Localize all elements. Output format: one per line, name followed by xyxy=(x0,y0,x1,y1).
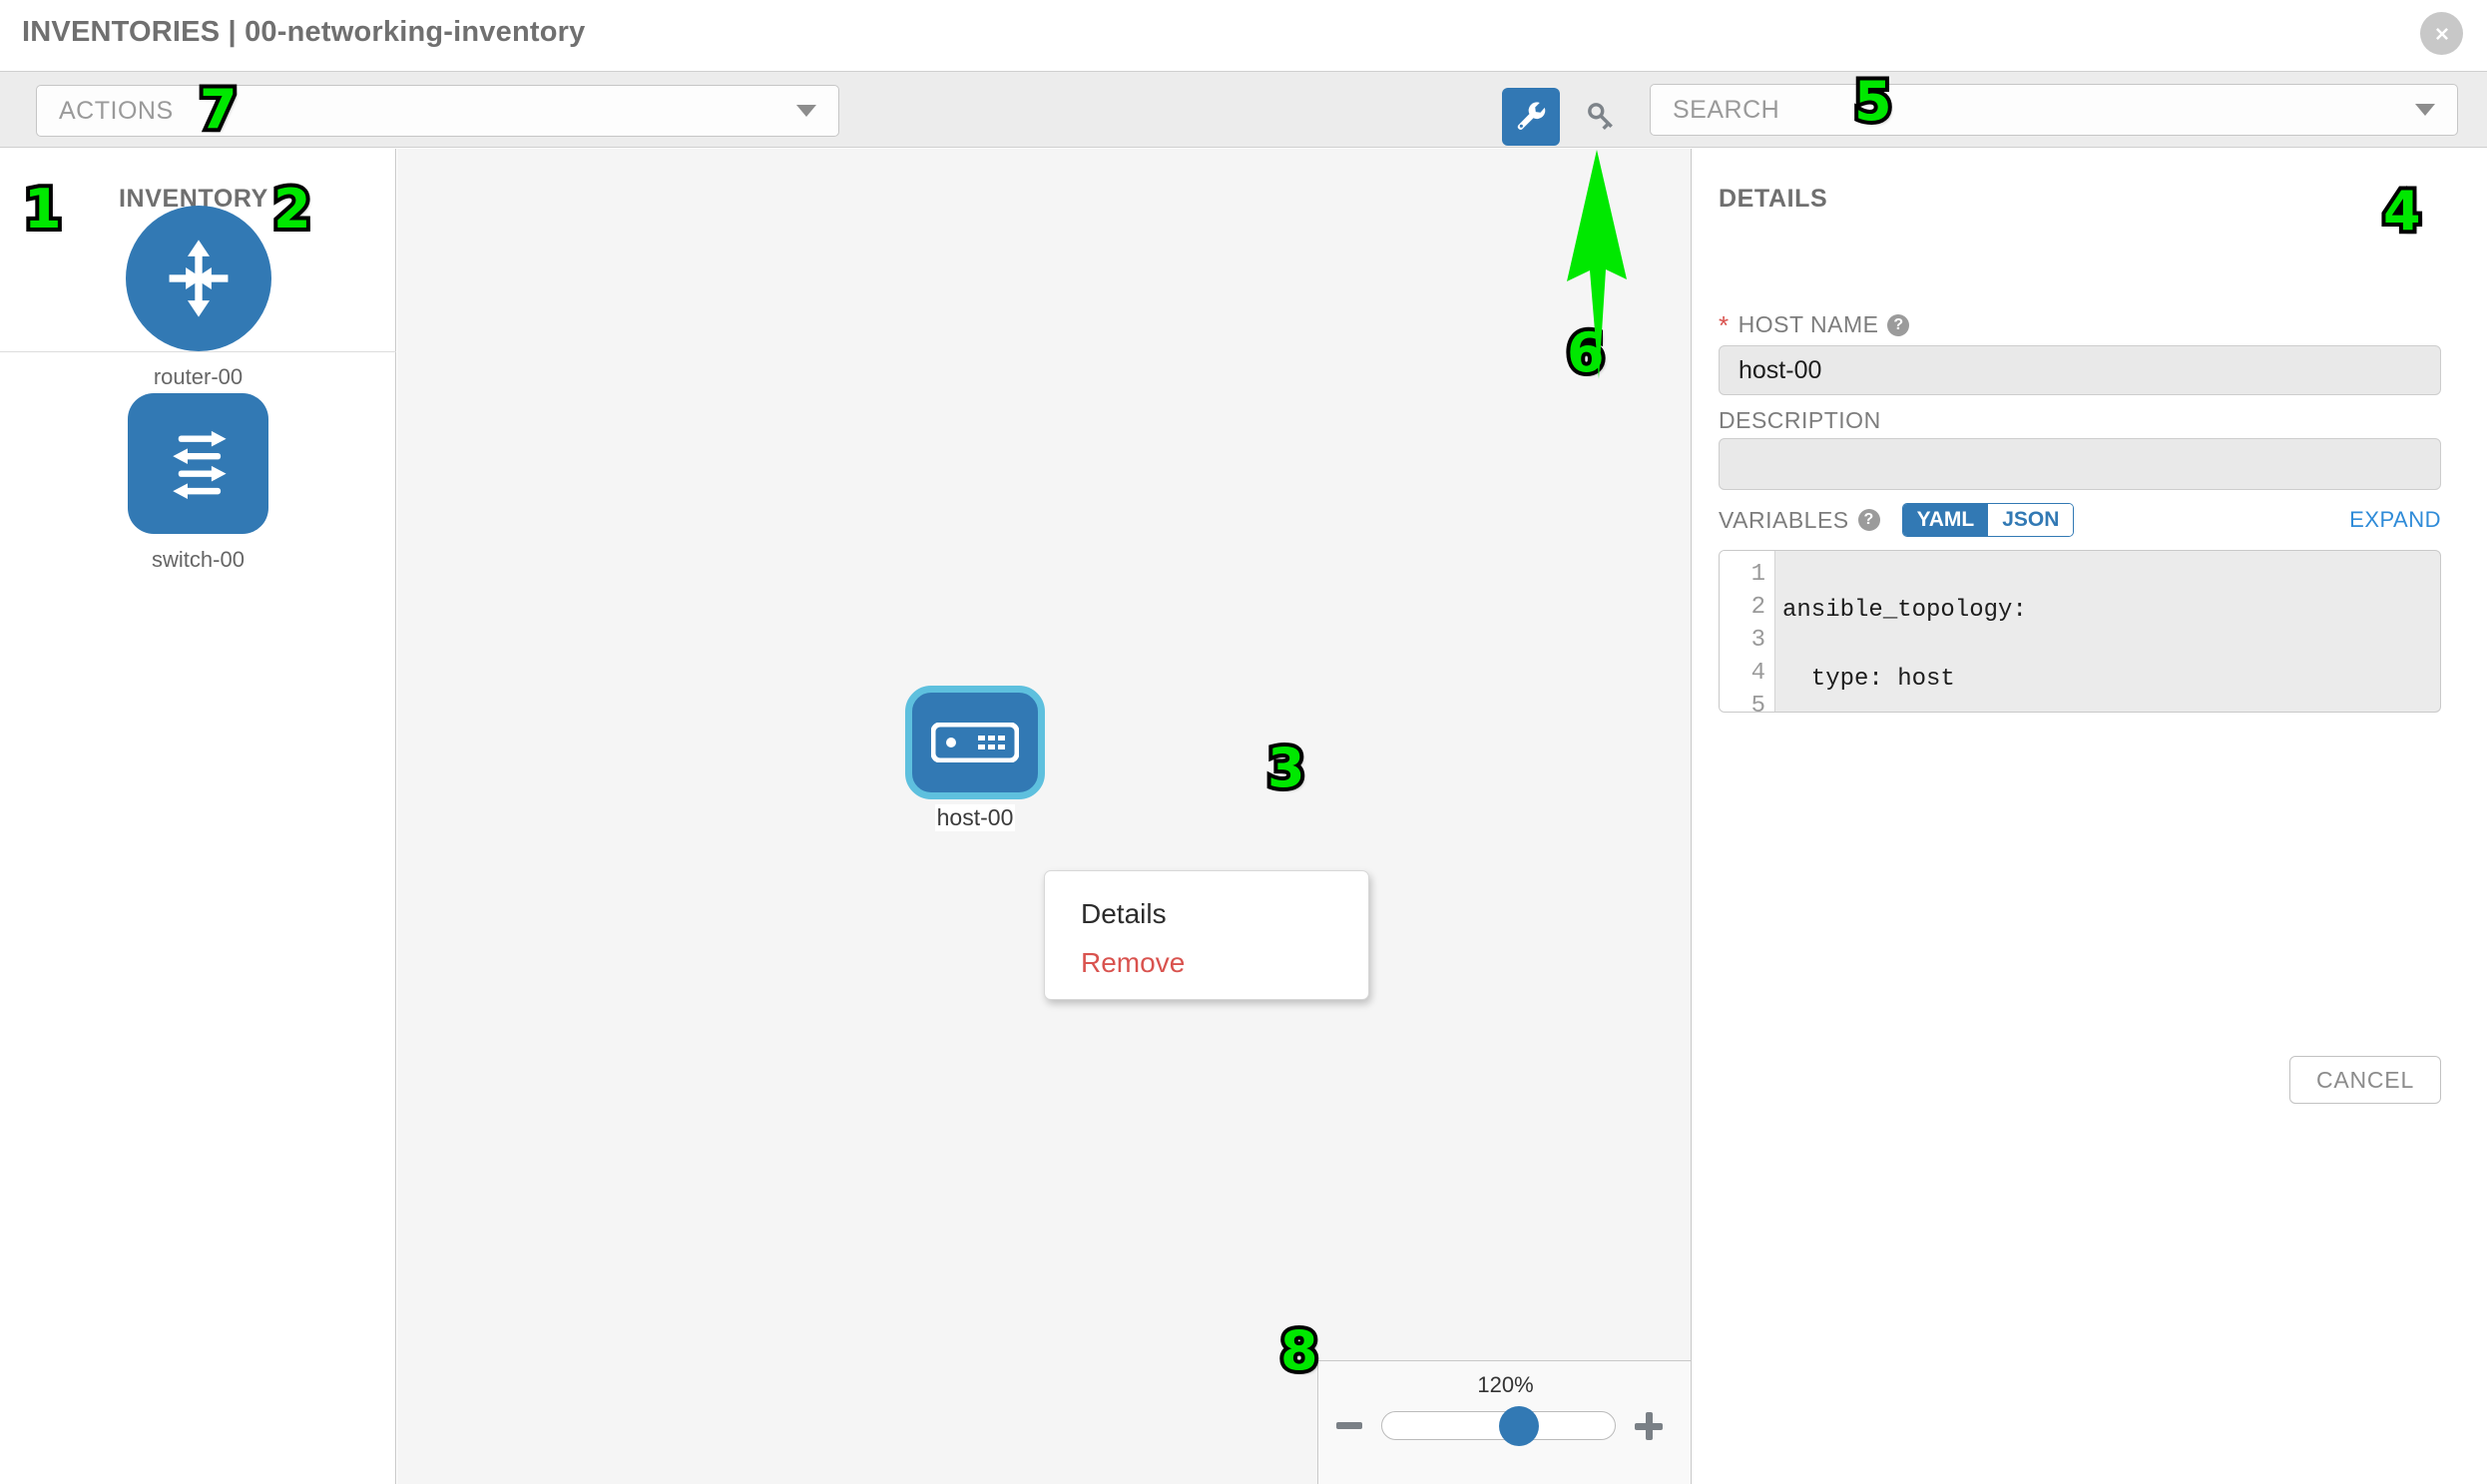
actions-dropdown[interactable]: ACTIONS xyxy=(36,85,839,137)
actions-dropdown-label: ACTIONS xyxy=(59,96,174,125)
variables-row: VARIABLES ? YAML JSON EXPAND xyxy=(1719,502,2441,538)
required-asterisk: * xyxy=(1719,309,1730,340)
inventory-sidebar: INVENTORY router-00 xyxy=(0,149,396,1484)
format-yaml-button[interactable]: YAML xyxy=(1902,504,1989,536)
chevron-down-icon xyxy=(2415,104,2435,116)
description-label: DESCRIPTION xyxy=(1719,407,1881,434)
host-server-glyph xyxy=(931,723,1019,762)
help-icon[interactable]: ? xyxy=(1857,509,1880,531)
variables-format-toggle: YAML JSON xyxy=(1901,503,2075,537)
context-menu-item-remove[interactable]: Remove xyxy=(1081,947,1186,978)
close-x-glyph xyxy=(2435,27,2448,40)
topology-canvas[interactable]: host-00 Details Remove 120% xyxy=(397,149,1692,1484)
details-panel: DETAILS * HOST NAME ? host-00 DESCRIPTIO… xyxy=(1693,149,2487,1484)
wrench-icon[interactable] xyxy=(1502,88,1560,146)
chevron-down-icon xyxy=(796,105,816,117)
details-panel-title: DETAILS xyxy=(1719,185,1828,213)
line-number: 4 xyxy=(1750,660,1765,687)
switch-icon xyxy=(128,393,268,534)
sidebar-device-router[interactable]: router-00 xyxy=(0,206,396,390)
sidebar-device-switch[interactable]: switch-00 xyxy=(0,393,396,573)
sidebar-device-label: router-00 xyxy=(153,364,244,389)
variables-label-text: VARIABLES xyxy=(1719,506,1849,533)
zoom-slider[interactable] xyxy=(1381,1406,1616,1446)
close-icon[interactable] xyxy=(2420,12,2463,55)
search-input[interactable]: SEARCH xyxy=(1650,84,2458,136)
line-number: 1 xyxy=(1750,561,1765,588)
code-line: ansible_topology: xyxy=(1782,597,2027,624)
switch-glyph xyxy=(172,430,227,499)
key-glyph xyxy=(1588,103,1613,131)
editor-line-numbers: 1 2 3 4 5 6 7 xyxy=(1720,551,1775,712)
key-icon[interactable] xyxy=(1575,90,1629,144)
title-bar: INVENTORIES | 00-networking-inventory xyxy=(0,0,2487,71)
zoom-control-panel: 120% xyxy=(1317,1360,1691,1484)
zoom-level-label: 120% xyxy=(1477,1372,1534,1397)
node-context-menu: Details Remove xyxy=(1044,870,1369,1000)
expand-link[interactable]: EXPAND xyxy=(2349,507,2441,532)
zoom-slider-thumb[interactable] xyxy=(1499,1406,1539,1446)
zoom-out-button[interactable] xyxy=(1336,1422,1362,1429)
variables-editor[interactable]: 1 2 3 4 5 6 7 ansible_topology: type: ho… xyxy=(1719,550,2441,713)
sidebar-device-label: switch-00 xyxy=(152,547,245,572)
canvas-node-label: host-00 xyxy=(934,804,1016,831)
line-number: 5 xyxy=(1750,693,1765,713)
host-name-value: host-00 xyxy=(1739,355,1822,384)
description-field[interactable] xyxy=(1719,438,2441,490)
format-json-button[interactable]: JSON xyxy=(1988,504,2074,536)
line-number: 3 xyxy=(1750,627,1765,654)
search-placeholder-label: SEARCH xyxy=(1673,95,1780,124)
description-label-text: DESCRIPTION xyxy=(1719,407,1881,433)
canvas-node-host[interactable]: host-00 xyxy=(905,686,1045,831)
host-server-icon xyxy=(905,686,1045,799)
router-icon xyxy=(125,206,271,351)
line-number: 2 xyxy=(1750,594,1765,621)
router-glyph xyxy=(169,240,228,317)
wrench-glyph xyxy=(1517,102,1546,130)
sidebar-divider xyxy=(0,351,396,352)
zoom-in-button[interactable] xyxy=(1635,1411,1663,1440)
host-name-label: * HOST NAME ? xyxy=(1719,309,1910,340)
host-name-field[interactable]: host-00 xyxy=(1719,345,2441,395)
code-line: type: host xyxy=(1782,666,1955,693)
zoom-slider-row xyxy=(1318,1406,1691,1446)
editor-code-content[interactable]: ansible_topology: type: host name: host-… xyxy=(1775,551,2440,712)
cancel-button[interactable]: CANCEL xyxy=(2289,1056,2441,1104)
host-name-label-text: HOST NAME xyxy=(1738,311,1879,337)
variables-label: VARIABLES ? xyxy=(1719,507,1880,534)
help-icon[interactable]: ? xyxy=(1887,313,1910,336)
page-title: INVENTORIES | 00-networking-inventory xyxy=(22,16,586,48)
context-menu-item-details[interactable]: Details xyxy=(1081,898,1167,929)
